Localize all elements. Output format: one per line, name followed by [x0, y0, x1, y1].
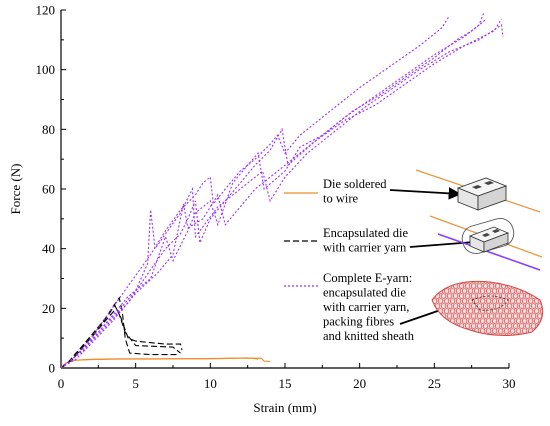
x-tick-label: 10	[204, 376, 217, 391]
legend-arrow	[389, 187, 462, 200]
series-2-curve	[61, 304, 181, 368]
legend-label: Die soldered to wire	[323, 177, 387, 206]
series-2-curve	[61, 296, 178, 368]
legend-entry-1: Die soldered to wire	[284, 177, 462, 206]
x-tick-label: 5	[132, 376, 139, 391]
legend-label: Complete E-yarn: encapsulated die with car…	[323, 271, 415, 343]
series-1-curve	[61, 357, 259, 368]
x-axis-title: Strain (mm)	[253, 400, 316, 415]
y-tick-label: 60	[42, 182, 55, 197]
x-tick-label: 25	[428, 376, 441, 391]
series-3	[61, 12, 504, 368]
series-3-curve	[61, 15, 450, 368]
x-tick-label: 30	[503, 376, 516, 391]
x-tick-label: 20	[353, 376, 366, 391]
legend-entry-3: Complete E-yarn: encapsulated die with car…	[284, 271, 457, 343]
y-axis-title: Force (N)	[8, 164, 23, 215]
series-1	[61, 357, 271, 368]
series-3-curve	[61, 18, 487, 368]
legend-entry-2: Encapsulated die with carrier yarn	[284, 226, 502, 255]
y-tick-label: 0	[49, 361, 56, 376]
series-3-curve	[61, 18, 502, 368]
knitted-e-yarn-icon	[431, 280, 544, 336]
x-tick-label: 0	[58, 376, 65, 391]
legend-label: Encapsulated die with carrier yarn	[323, 226, 408, 255]
die-schematic-icon	[415, 169, 541, 213]
y-tick-label: 20	[42, 301, 55, 316]
series-3-curve	[61, 12, 485, 368]
y-tick-label: 40	[42, 241, 55, 256]
y-tick-label: 80	[42, 122, 55, 137]
encapsulated-die-schematic-icon	[429, 215, 543, 271]
y-tick-label: 100	[36, 62, 56, 77]
series-2	[61, 296, 183, 368]
series-3-curve	[61, 23, 504, 368]
x-tick-label: 15	[279, 376, 292, 391]
y-tick-label: 120	[36, 3, 56, 18]
